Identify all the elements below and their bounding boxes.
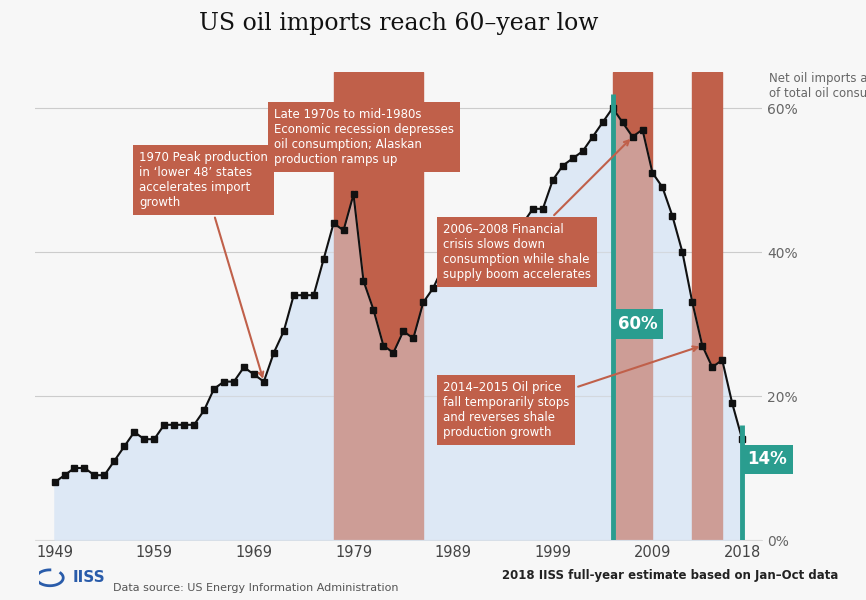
Text: IISS: IISS (73, 570, 105, 586)
Text: Late 1970s to mid-1980s
Economic recession depresses
oil consumption; Alaskan
pr: Late 1970s to mid-1980s Economic recessi… (274, 108, 454, 190)
Text: 60%: 60% (617, 315, 657, 333)
Text: Net oil imports as share
of total oil consumption: Net oil imports as share of total oil co… (769, 72, 866, 100)
Bar (692, 72, 722, 540)
Text: US oil imports reach 60–year low: US oil imports reach 60–year low (198, 11, 598, 35)
Text: Data source: US Energy Information Administration: Data source: US Energy Information Admin… (113, 583, 398, 593)
Bar (333, 72, 423, 540)
Text: 2014–2015 Oil price
fall temporarily stops
and reverses shale
production growth: 2014–2015 Oil price fall temporarily sto… (443, 346, 697, 439)
Text: 2018 IISS full-year estimate based on Jan–Oct data: 2018 IISS full-year estimate based on Ja… (502, 569, 838, 582)
Text: 1970 Peak production
in ‘lower 48’ states
accelerates import
growth: 1970 Peak production in ‘lower 48’ state… (139, 151, 268, 377)
Bar (612, 72, 652, 540)
Text: 14%: 14% (747, 451, 787, 469)
Text: 2006–2008 Financial
crisis slows down
consumption while shale
supply boom accele: 2006–2008 Financial crisis slows down co… (443, 140, 629, 281)
